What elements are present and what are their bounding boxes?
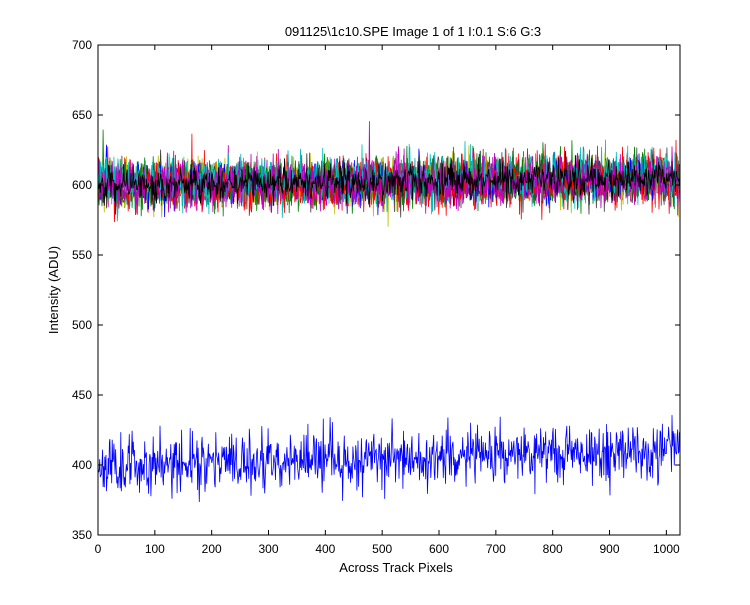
series-line-0: [97, 415, 681, 503]
x-tick-label: 700: [486, 542, 506, 556]
x-tick-label: 300: [258, 542, 278, 556]
y-tick-label: 500: [72, 318, 92, 332]
y-axis-title: Intensity (ADU): [46, 246, 61, 334]
y-tick-label: 450: [72, 388, 92, 402]
x-tick-label: 1000: [653, 542, 680, 556]
x-axis: 0 100 200 300 400 500 600 700 800 900 1000: [95, 45, 680, 556]
x-tick-label: 600: [429, 542, 449, 556]
y-tick-label: 550: [72, 248, 92, 262]
y-tick-label: 350: [72, 528, 92, 542]
series-layer: [97, 121, 681, 503]
chart-title: 091125\1c10.SPE Image 1 of 1 I:0.1 S:6 G…: [285, 24, 541, 39]
x-tick-label: 0: [95, 542, 102, 556]
plot-frame: [97, 44, 681, 536]
y-tick-label: 400: [72, 458, 92, 472]
y-tick-label: 600: [72, 178, 92, 192]
y-tick-label: 700: [72, 38, 92, 52]
y-tick-label: 650: [72, 108, 92, 122]
x-tick-label: 200: [202, 542, 222, 556]
x-axis-title: Across Track Pixels: [339, 560, 453, 575]
x-tick-label: 100: [145, 542, 165, 556]
x-tick-label: 900: [600, 542, 620, 556]
series-line-12: [97, 150, 681, 215]
y-axis: 350 400 450 500 550 600 650 700: [72, 38, 680, 542]
x-tick-label: 400: [315, 542, 335, 556]
x-tick-label: 800: [543, 542, 563, 556]
x-tick-label: 500: [372, 542, 392, 556]
